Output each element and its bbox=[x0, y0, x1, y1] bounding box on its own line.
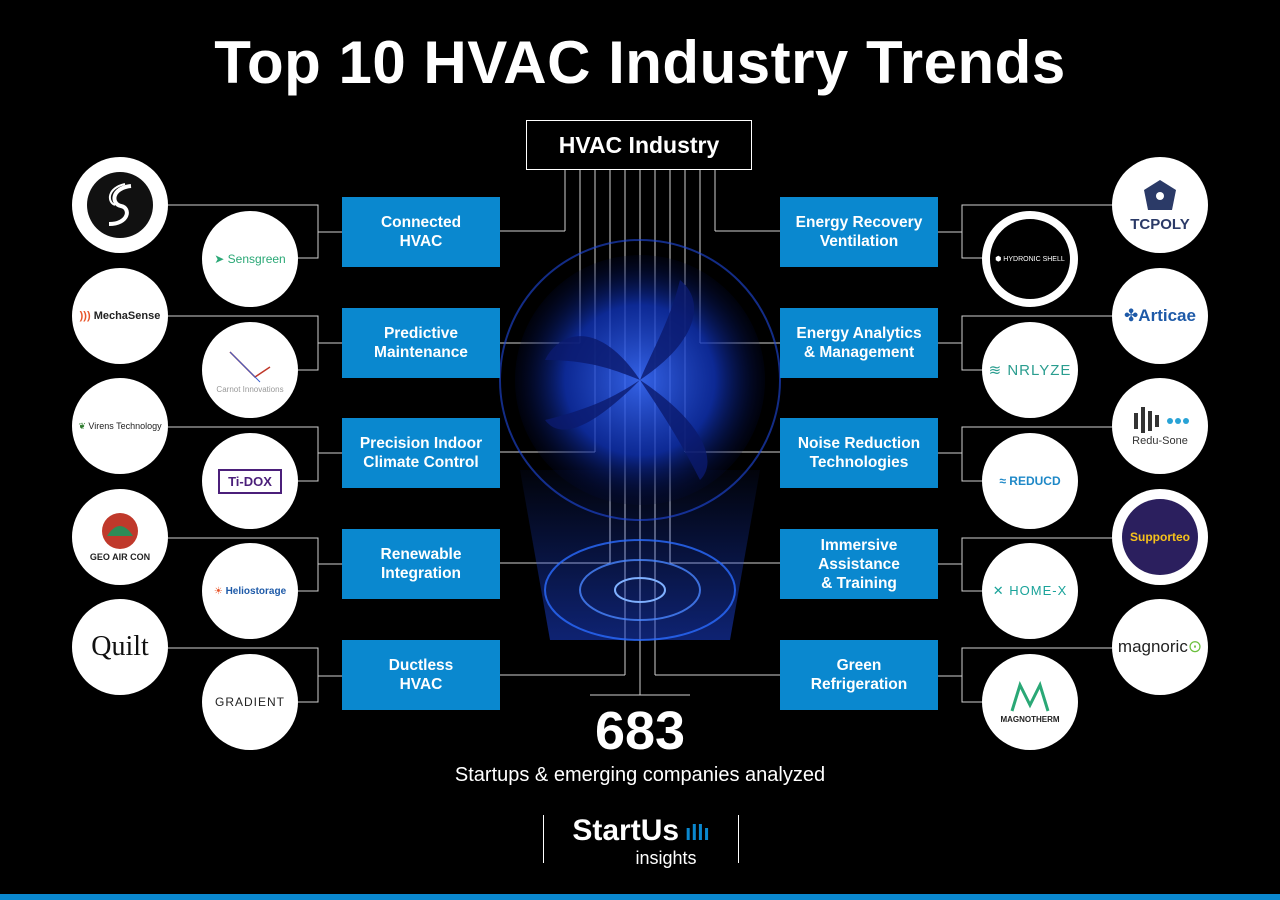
startup-logo: ☀ Heliostorage bbox=[202, 543, 298, 639]
startup-logo: ➤ Sensgreen bbox=[202, 211, 298, 307]
leaf-icon: ❦ bbox=[78, 421, 89, 431]
startup-logo: ✕ HOME-X bbox=[982, 543, 1078, 639]
startup-logo: Supporteo bbox=[1112, 489, 1208, 585]
startup-logo: Carnot Innovations bbox=[202, 322, 298, 418]
startup-count: 683 bbox=[594, 701, 686, 761]
platform-ring bbox=[544, 539, 736, 641]
tcpoly-icon bbox=[1144, 179, 1176, 210]
startup-logo bbox=[72, 157, 168, 253]
light-beam bbox=[520, 470, 760, 640]
startup-logo: TCPOLY bbox=[1112, 157, 1208, 253]
homex-icon: ✕ bbox=[992, 583, 1010, 598]
sun-icon: ☀ bbox=[213, 585, 226, 597]
startup-logo: GEO AIR CON bbox=[72, 489, 168, 585]
wave-icon: ≈ bbox=[999, 474, 1010, 488]
trend-energy-recovery: Energy Recovery Ventilation bbox=[780, 197, 938, 267]
geo-seal-icon bbox=[101, 513, 138, 549]
startup-logo: Quilt bbox=[72, 599, 168, 695]
fan-blades bbox=[545, 280, 708, 480]
trend-energy-analytics: Energy Analytics & Management bbox=[780, 308, 938, 378]
brand-logo: StartUs ıllı insights bbox=[543, 815, 739, 867]
wave-lines-icon: ≋ bbox=[988, 362, 1008, 379]
trend-green-refrigeration: Green Refrigeration bbox=[780, 640, 938, 710]
trend-connected-hvac: Connected HVAC bbox=[342, 197, 500, 267]
startup-logo: ⬢ HYDRONIC SHELL bbox=[982, 211, 1078, 307]
startup-logo: ≋ NRLYZE bbox=[982, 322, 1078, 418]
magnotherm-icon bbox=[1010, 680, 1050, 711]
trend-ductless-hvac: Ductless HVAC bbox=[342, 640, 500, 710]
soundwave-icon bbox=[1134, 407, 1189, 433]
count-caption: Startups & emerging companies analyzed bbox=[454, 764, 826, 786]
hub-box: HVAC Industry bbox=[526, 120, 752, 170]
sensgreen-icon: ➤ bbox=[214, 252, 228, 266]
trend-precision-indoor-climate: Precision Indoor Climate Control bbox=[342, 418, 500, 488]
bottom-bar bbox=[0, 894, 1280, 900]
startup-logo: Ti-DOX bbox=[202, 433, 298, 529]
trend-noise-reduction: Noise Reduction Technologies bbox=[780, 418, 938, 488]
trend-predictive-maintenance: Predictive Maintenance bbox=[342, 308, 500, 378]
startup-logo: magnoric⊙ bbox=[1112, 599, 1208, 695]
trend-immersive-assistance: Immersive Assistance & Training bbox=[780, 529, 938, 599]
hex-icon: ⬢ bbox=[995, 256, 1004, 263]
s-logo-icon bbox=[87, 172, 153, 238]
magnoric-icon: ⊙ bbox=[1187, 637, 1203, 656]
trend-renewable-integration: Renewable Integration bbox=[342, 529, 500, 599]
startup-logo: Redu-Sone bbox=[1112, 378, 1208, 474]
startup-logo: MAGNOTHERM bbox=[982, 654, 1078, 750]
startup-logo: GRADIENT bbox=[202, 654, 298, 750]
carnot-icon bbox=[229, 350, 271, 382]
startup-logo: ))) MechaSense bbox=[72, 268, 168, 364]
fan-icon: ✤ bbox=[1124, 306, 1139, 325]
bars-icon: ıllı bbox=[679, 820, 710, 845]
wave-icon: ))) bbox=[79, 310, 94, 322]
startup-logo: ✤Articae bbox=[1112, 268, 1208, 364]
page-title: Top 10 HVAC Industry Trends bbox=[214, 29, 1066, 96]
startup-logo: ≈ REDUCD bbox=[982, 433, 1078, 529]
startup-logo: ❦ Virens Technology bbox=[72, 378, 168, 474]
